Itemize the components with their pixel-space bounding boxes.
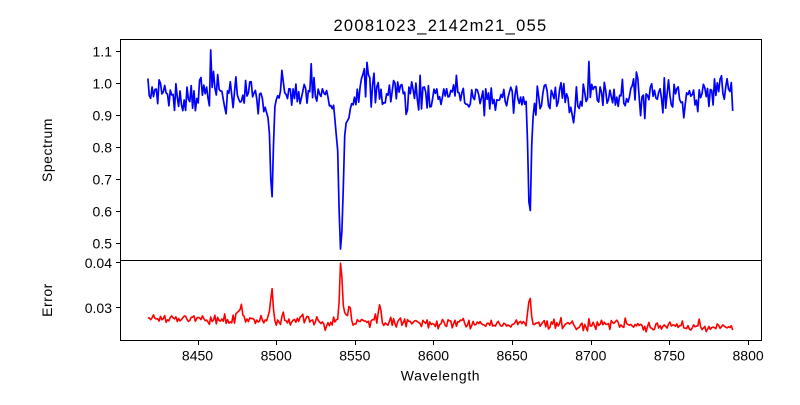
- svg-text:0.9: 0.9: [93, 108, 113, 124]
- svg-text:8550: 8550: [339, 348, 370, 364]
- svg-text:8800: 8800: [733, 348, 764, 364]
- svg-text:Error: Error: [39, 283, 55, 317]
- svg-text:Spectrum: Spectrum: [39, 118, 55, 182]
- svg-text:8650: 8650: [497, 348, 528, 364]
- svg-text:20081023_2142m21_055: 20081023_2142m21_055: [333, 17, 547, 35]
- svg-text:8450: 8450: [182, 348, 213, 364]
- svg-text:0.6: 0.6: [93, 204, 113, 220]
- svg-text:8600: 8600: [418, 348, 449, 364]
- svg-text:0.04: 0.04: [85, 255, 112, 271]
- svg-text:1.0: 1.0: [93, 76, 113, 92]
- svg-text:Wavelength: Wavelength: [401, 368, 480, 384]
- svg-text:8500: 8500: [261, 348, 292, 364]
- svg-text:8750: 8750: [654, 348, 685, 364]
- svg-text:0.5: 0.5: [93, 236, 113, 252]
- svg-text:0.8: 0.8: [93, 140, 113, 156]
- svg-text:0.03: 0.03: [85, 300, 112, 316]
- svg-text:0.7: 0.7: [93, 172, 113, 188]
- svg-text:8700: 8700: [575, 348, 606, 364]
- svg-text:1.1: 1.1: [93, 44, 113, 60]
